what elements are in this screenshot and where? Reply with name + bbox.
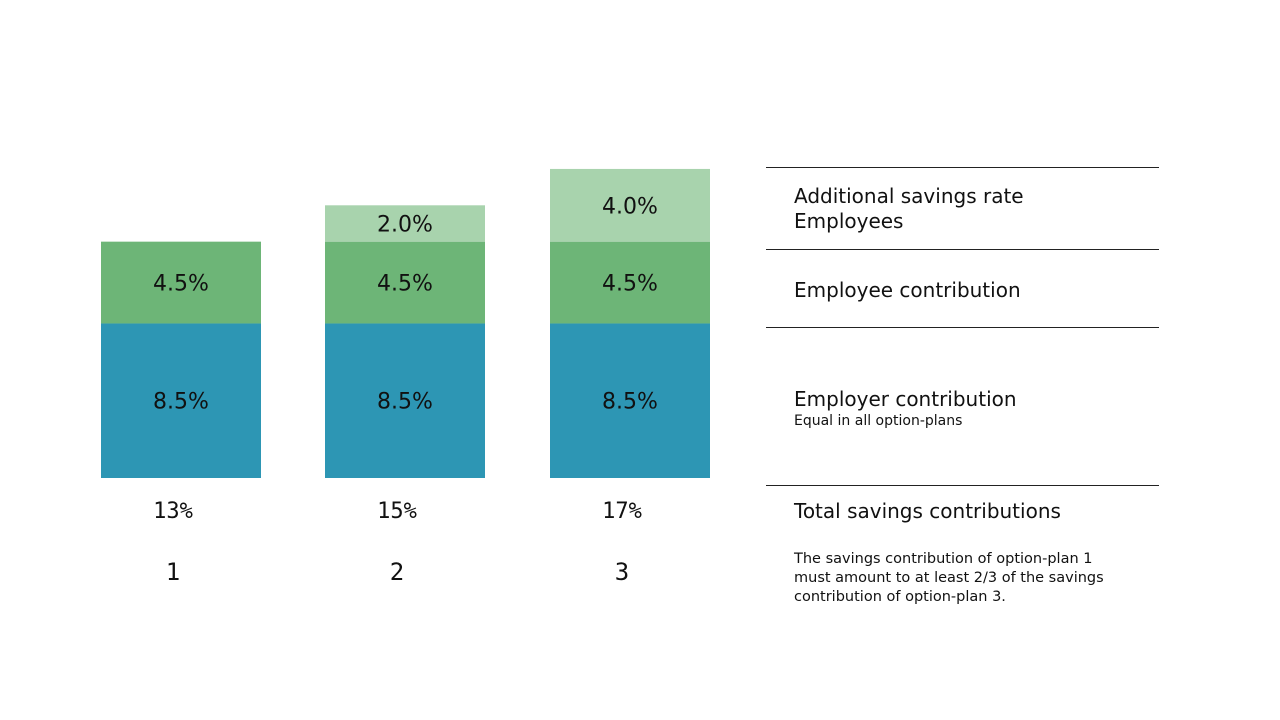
data-label-employer-1: 8.5% xyxy=(153,390,209,415)
legend-employer-contribution: Employer contribution xyxy=(794,387,1017,411)
data-label-employee-2: 4.5% xyxy=(377,272,433,297)
bar-segment-employer-3 xyxy=(550,323,710,478)
total-label-2: 15% xyxy=(377,499,417,524)
data-label-employee-1: 4.5% xyxy=(153,272,209,297)
data-label-employer-2: 8.5% xyxy=(377,390,433,415)
bar-segment-employee-3 xyxy=(550,241,710,324)
legend-divider-3 xyxy=(766,327,1159,328)
footnote-line-1: The savings contribution of option-plan … xyxy=(794,551,1093,567)
data-label-employee-3: 4.5% xyxy=(602,272,658,297)
legend-additional-line2: Employees xyxy=(794,209,904,233)
legend-additional-line1: Additional savings rate xyxy=(794,184,1024,208)
category-label-1: 1 xyxy=(166,558,180,586)
legend-employer-subtext: Equal in all option-plans xyxy=(794,413,963,429)
bar-segment-additional-3 xyxy=(550,168,710,242)
total-label-1: 13% xyxy=(153,499,193,524)
bar-segment-employee-1 xyxy=(101,241,261,324)
footnote-line-3: contribution of option-plan 3. xyxy=(794,589,1006,605)
data-label-additional-2: 2.0% xyxy=(377,212,433,237)
bar-segment-employer-2 xyxy=(325,323,485,478)
bar-segment-employee-2 xyxy=(325,241,485,324)
legend-divider-2 xyxy=(766,249,1159,250)
category-label-3: 3 xyxy=(615,558,629,586)
total-label-3: 17% xyxy=(602,499,642,524)
bar-segment-additional-2 xyxy=(325,205,485,242)
bar-segment-employer-1 xyxy=(101,323,261,478)
footnote-line-2: must amount to at least 2/3 of the savin… xyxy=(794,570,1104,586)
data-label-employer-3: 8.5% xyxy=(602,390,658,415)
legend-total-savings: Total savings contributions xyxy=(794,499,1061,523)
legend-divider-4 xyxy=(766,485,1159,486)
data-label-additional-3: 4.0% xyxy=(602,194,658,219)
category-label-2: 2 xyxy=(390,558,404,586)
legend-employee-contribution: Employee contribution xyxy=(794,278,1021,302)
footnote: The savings contribution of option-plan … xyxy=(794,550,1154,607)
legend-divider-top xyxy=(766,167,1159,168)
